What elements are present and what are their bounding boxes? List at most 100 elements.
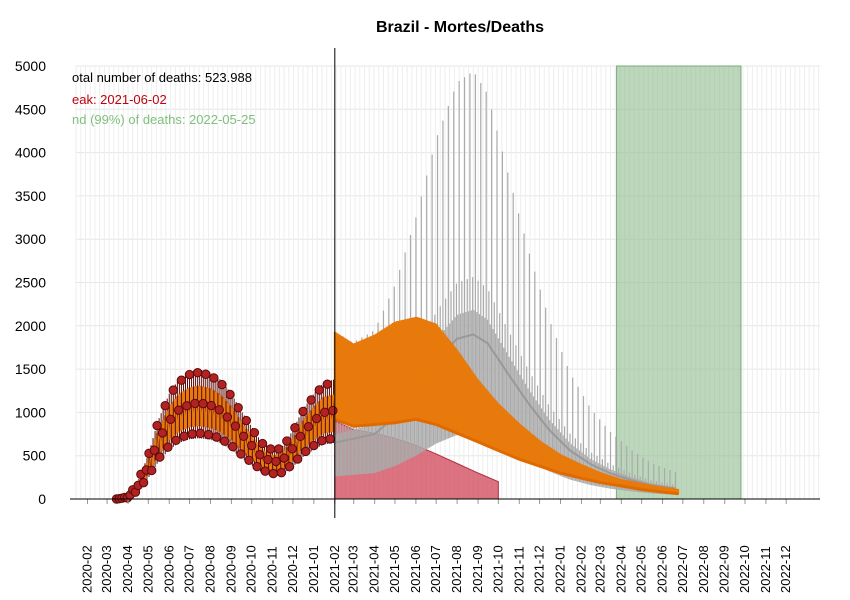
x-tick-label: 2022-11 <box>758 546 773 593</box>
observed-death-point <box>255 449 265 460</box>
x-tick-label: 2020-07 <box>182 545 197 593</box>
observed-death-point <box>217 379 227 390</box>
observed-death-point <box>309 440 319 451</box>
observed-death-point <box>214 405 224 415</box>
observed-death-point <box>328 405 338 416</box>
observed-death-point <box>257 438 268 449</box>
observed-death-point <box>157 428 168 438</box>
observed-death-point <box>268 468 279 479</box>
observed-death-point <box>195 428 206 439</box>
annotation-total-deaths: otal number of deaths: 523.988 <box>72 70 252 85</box>
y-tick-label: 2500 <box>15 275 46 291</box>
observed-death-point <box>146 465 157 476</box>
observed-death-point <box>314 385 324 395</box>
observed-death-point <box>276 467 287 478</box>
end-of-deaths-band <box>616 65 742 500</box>
observed-death-point <box>184 369 195 380</box>
observed-death-point <box>236 449 246 459</box>
x-tick-label: 2020-03 <box>99 545 114 593</box>
observed-death-point <box>325 434 335 444</box>
x-tick-label: 2021-05 <box>387 545 402 593</box>
observed-death-point <box>263 454 273 465</box>
observed-death-point <box>260 466 270 476</box>
x-tick-label: 2021-01 <box>306 545 321 593</box>
observed-death-point <box>241 415 251 426</box>
observed-death-point <box>179 431 189 441</box>
y-tick-label: 4500 <box>15 101 46 117</box>
observed-death-point <box>228 442 238 452</box>
observed-death-point <box>182 401 192 411</box>
observed-death-point <box>279 453 289 463</box>
y-tick-label: 1000 <box>15 404 46 420</box>
x-tick-label: 2020-02 <box>79 545 94 593</box>
observed-death-point <box>287 444 297 454</box>
series-layer <box>111 73 680 504</box>
observed-death-point <box>271 456 281 467</box>
observed-death-point <box>249 427 260 438</box>
chart-title: Brazil - Mortes/Deaths <box>376 19 544 36</box>
x-tick-label: 2022-02 <box>573 545 588 593</box>
annotations: otal number of deaths: 523.988 eak: 2021… <box>72 70 256 127</box>
x-tick-label: 2020-09 <box>223 545 238 593</box>
y-tick-label: 5000 <box>15 58 46 74</box>
observed-death-point <box>301 446 311 457</box>
observed-death-point <box>298 406 308 417</box>
y-tick-label: 1500 <box>15 361 46 377</box>
x-tick-label: 2022-06 <box>655 545 670 593</box>
observed-death-point <box>198 398 208 409</box>
x-tick-label: 2020-08 <box>202 545 217 593</box>
axes-layer: 0 500 1000 1500 2000 2500 3000 3500 4000 4500 5000… <box>15 48 820 593</box>
x-tick-label: 2022-08 <box>696 545 711 593</box>
observed-death-point <box>176 375 187 385</box>
observed-death-point <box>292 454 303 464</box>
observed-death-point <box>174 405 184 415</box>
observed-death-point <box>152 420 162 431</box>
x-tick-label: 2020-06 <box>161 545 176 593</box>
observed-death-point <box>163 442 173 452</box>
x-tick-label: 2020-04 <box>120 545 135 593</box>
x-tick-label: 2022-01 <box>553 545 568 593</box>
observed-death-point <box>274 444 284 454</box>
observed-death-point <box>295 431 306 442</box>
observed-death-point <box>190 398 200 409</box>
observed-death-point <box>160 401 170 411</box>
x-tick-label: 2020-12 <box>285 545 300 593</box>
observed-death-point <box>238 431 249 441</box>
forecast-lower-line <box>334 417 679 496</box>
x-tick-label: 2022-05 <box>634 545 649 593</box>
y-tick-label: 4000 <box>15 145 46 161</box>
x-tick-label: 2021-09 <box>470 545 485 593</box>
observed-death-point <box>252 461 262 472</box>
observed-death-point <box>290 423 300 433</box>
x-tick-label: 2022-07 <box>675 545 690 593</box>
x-tick-label: 2022-09 <box>717 545 732 593</box>
x-tick-label: 2021-11 <box>511 546 526 593</box>
y-tick-label: 0 <box>38 491 46 507</box>
x-tick-label: 2021-12 <box>532 545 547 593</box>
annotation-end: nd (99%) of deaths: 2022-05-25 <box>72 112 256 127</box>
observed-death-point <box>225 389 235 400</box>
observed-death-point <box>219 436 230 446</box>
observed-death-point <box>209 373 219 383</box>
observed-death-point <box>265 444 276 454</box>
observed-death-point <box>203 429 214 440</box>
x-tick-label: 2022-04 <box>613 545 628 593</box>
x-tick-label: 2020-10 <box>244 545 259 593</box>
observed-death-point <box>149 445 160 455</box>
observed-death-point <box>282 436 292 446</box>
observed-death-point <box>284 462 295 472</box>
observed-death-point <box>317 435 327 446</box>
x-tick-label: 2021-06 <box>408 545 423 593</box>
annotation-peak: eak: 2021-06-02 <box>72 92 167 107</box>
observed-death-point <box>233 403 243 413</box>
observed-death-point <box>244 455 254 466</box>
observed-death-point <box>192 367 203 378</box>
observed-death-point <box>165 414 176 425</box>
x-tick-label: 2022-12 <box>778 545 793 593</box>
observed-death-point <box>187 429 197 439</box>
observed-death-point <box>303 421 314 432</box>
observed-death-point <box>222 412 233 422</box>
x-tick-label: 2021-07 <box>428 545 443 593</box>
x-tick-label: 2022-10 <box>737 545 752 593</box>
